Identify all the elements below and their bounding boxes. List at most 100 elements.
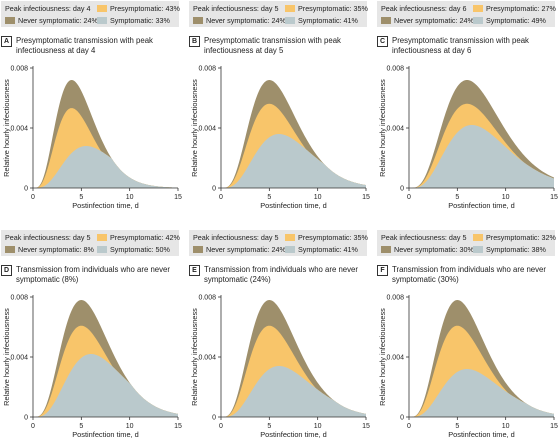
- plot: 0 5 10 15 0 0.004 0.008 Postinfection time, d Re…: [378, 295, 558, 439]
- legend-entry-presymptomatic: Presymptomatic: 42%: [97, 231, 180, 244]
- legend-swatch: [97, 17, 107, 24]
- x-tick-label: 5: [455, 423, 459, 430]
- legend-entry-presymptomatic: Presymptomatic: 27%: [473, 2, 556, 15]
- plot: 0 5 10 15 0 0.004 0.008 Postinfection time, d Re…: [2, 295, 182, 439]
- legend-swatch: [5, 17, 15, 24]
- y-tick-label: 0.008: [198, 295, 216, 302]
- legend-label: Symptomatic: 49%: [486, 16, 546, 25]
- legend-swatch: [285, 234, 295, 241]
- legend-entry-symptomatic: Symptomatic: 33%: [97, 14, 170, 27]
- x-tick-label: 15: [174, 423, 182, 430]
- plot: 0 5 10 15 0 0.004 0.008 Postinfection time, d Re…: [2, 66, 182, 211]
- legend-swatch: [193, 246, 203, 253]
- legend-label: Presymptomatic: 32%: [486, 233, 556, 242]
- legend-entry-symptomatic: Symptomatic: 38%: [473, 243, 546, 256]
- x-tick-label: 5: [267, 423, 271, 430]
- panel-b: Peak infectiousness: day 5 Presymptomatic…: [188, 0, 370, 210]
- x-tick-label: 10: [502, 194, 510, 201]
- panel-letter: F: [377, 265, 388, 276]
- legend-entry-symptomatic: Symptomatic: 50%: [97, 243, 170, 256]
- legend-label: Peak infectiousness: day 5: [381, 233, 467, 242]
- x-tick-label: 0: [31, 194, 35, 201]
- panel-f: Peak infectiousness: day 5 Presymptomatic…: [376, 229, 558, 439]
- legend-swatch: [97, 246, 107, 253]
- legend-label: Symptomatic: 41%: [298, 16, 358, 25]
- legend-label: Presymptomatic: 27%: [486, 4, 556, 13]
- legend-label: Presymptomatic: 42%: [110, 233, 180, 242]
- legend: Peak infectiousness: day 5 Presymptomatic…: [189, 1, 368, 27]
- legend-entry-peak: Peak infectiousness: day 5: [5, 231, 91, 244]
- area-symptomatic: [33, 354, 178, 417]
- x-tick-label: 15: [362, 423, 370, 430]
- x-axis-label: Postinfection time, d: [260, 201, 327, 210]
- legend: Peak infectiousness: day 4 Presymptomatic…: [1, 1, 180, 27]
- legend-label: Symptomatic: 50%: [110, 245, 170, 254]
- y-tick-label: 0.004: [10, 355, 28, 362]
- x-tick-label: 10: [314, 194, 322, 201]
- x-tick-label: 15: [550, 194, 558, 201]
- legend-swatch: [285, 246, 295, 253]
- legend-entry-presymptomatic: Presymptomatic: 35%: [285, 2, 368, 15]
- y-tick-label: 0: [400, 186, 404, 193]
- panel-title-text: Presymptomatic transmission with peak in…: [204, 36, 341, 55]
- legend-entry-peak: Peak infectiousness: day 6: [381, 2, 467, 15]
- legend: Peak infectiousness: day 5 Presymptomatic…: [377, 230, 556, 256]
- x-tick-label: 0: [219, 194, 223, 201]
- x-tick-label: 10: [126, 194, 134, 201]
- legend-swatch: [473, 246, 483, 253]
- x-tick-label: 0: [407, 423, 411, 430]
- legend-label: Peak infectiousness: day 5: [193, 4, 279, 13]
- legend-label: Never symptomatic: 8%: [18, 245, 94, 254]
- panel-title-text: Presymptomatic transmission with peak in…: [392, 36, 529, 55]
- plot: 0 5 10 15 0 0.004 0.008 Postinfection time, d Re…: [190, 295, 370, 439]
- legend-label: Never symptomatic: 30%: [394, 245, 474, 254]
- x-tick-label: 0: [407, 194, 411, 201]
- legend-entry-never-symptomatic: Never symptomatic: 24%: [381, 14, 474, 27]
- legend-entry-peak: Peak infectiousness: day 4: [5, 2, 91, 15]
- panel-letter: A: [1, 36, 12, 47]
- x-tick-label: 0: [219, 423, 223, 430]
- legend-label: Presymptomatic: 35%: [298, 4, 368, 13]
- legend-entry-peak: Peak infectiousness: day 5: [193, 231, 279, 244]
- y-tick-label: 0: [24, 186, 28, 193]
- x-axis-label: Postinfection time, d: [72, 430, 139, 439]
- plot: 0 5 10 15 0 0.004 0.008 Postinfection time, d Re…: [378, 66, 558, 211]
- legend-label: Never symptomatic: 24%: [394, 16, 474, 25]
- x-axis-label: Postinfection time, d: [72, 201, 139, 210]
- x-tick-label: 5: [267, 194, 271, 201]
- x-axis-label: Postinfection time, d: [448, 201, 515, 210]
- x-tick-label: 0: [31, 423, 35, 430]
- y-tick-label: 0.004: [10, 126, 28, 133]
- legend-label: Symptomatic: 38%: [486, 245, 546, 254]
- legend-label: Symptomatic: 33%: [110, 16, 170, 25]
- y-tick-label: 0.004: [386, 355, 404, 362]
- legend-swatch: [285, 17, 295, 24]
- legend-swatch: [97, 234, 107, 241]
- x-tick-label: 5: [79, 423, 83, 430]
- panel-letter: C: [377, 36, 388, 47]
- y-axis-label: Relative hourly infectiousness: [378, 79, 387, 177]
- y-axis-label: Relative hourly infectiousness: [190, 308, 199, 406]
- y-tick-label: 0: [400, 415, 404, 422]
- x-axis-label: Postinfection time, d: [260, 430, 327, 439]
- legend-label: Symptomatic: 41%: [298, 245, 358, 254]
- legend-entry-presymptomatic: Presymptomatic: 32%: [473, 231, 556, 244]
- y-axis-label: Relative hourly infectiousness: [2, 308, 11, 406]
- legend-entry-peak: Peak infectiousness: day 5: [193, 2, 279, 15]
- legend-label: Never symptomatic: 24%: [206, 245, 286, 254]
- legend-label: Peak infectiousness: day 4: [5, 4, 91, 13]
- y-axis-label: Relative hourly infectiousness: [378, 308, 387, 406]
- x-tick-label: 5: [79, 194, 83, 201]
- legend-label: Presymptomatic: 35%: [298, 233, 368, 242]
- legend-label: Never symptomatic: 24%: [18, 16, 98, 25]
- legend-label: Peak infectiousness: day 6: [381, 4, 467, 13]
- y-axis-label: Relative hourly infectiousness: [2, 79, 11, 177]
- y-tick-label: 0.008: [10, 295, 28, 302]
- x-tick-label: 10: [314, 423, 322, 430]
- x-tick-label: 10: [502, 423, 510, 430]
- legend: Peak infectiousness: day 6 Presymptomatic…: [377, 1, 556, 27]
- legend-entry-never-symptomatic: Never symptomatic: 24%: [5, 14, 98, 27]
- y-tick-label: 0.004: [198, 126, 216, 133]
- x-tick-label: 15: [550, 423, 558, 430]
- legend-label: Peak infectiousness: day 5: [5, 233, 91, 242]
